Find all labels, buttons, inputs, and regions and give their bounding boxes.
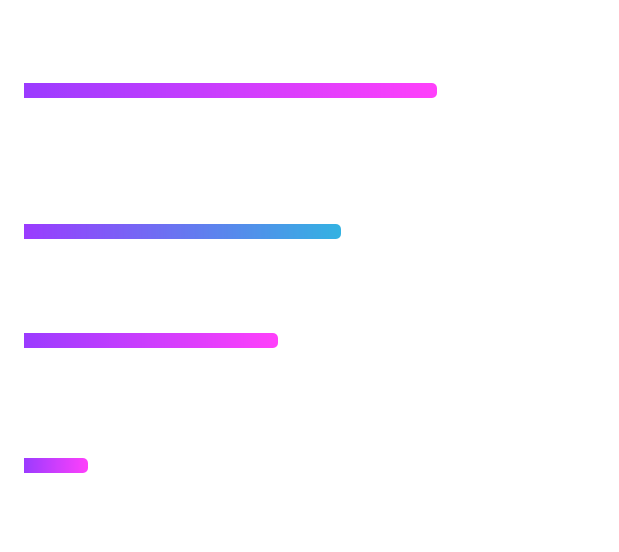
progress-bar-3-fill [24,333,278,348]
progress-bar-1-fill [24,83,437,98]
progress-bar-4-fill [24,458,88,473]
progress-bar-3-track [24,333,504,348]
progress-bar-2-track [24,224,504,239]
progress-bar-4-track [24,458,504,473]
progress-bar-1-track [24,83,504,98]
progress-bar-2-fill [24,224,341,239]
